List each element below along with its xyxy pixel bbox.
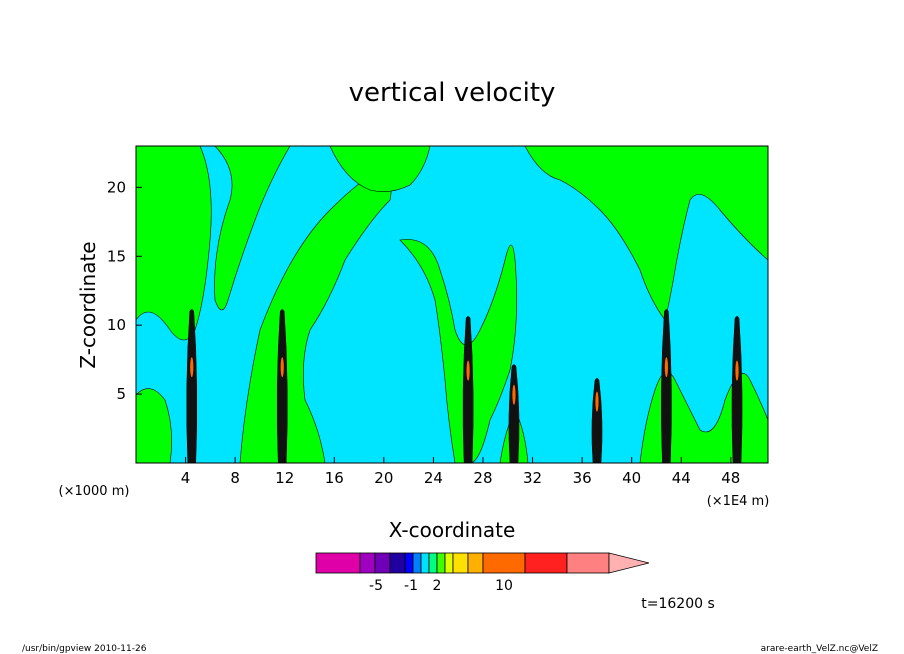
- colorbar-label: 2: [433, 578, 442, 594]
- colorbar-bin: [467, 552, 484, 574]
- region-upper-center: [329, 146, 431, 192]
- colorbar-bin: [404, 552, 414, 574]
- colorbar-bin: [444, 552, 454, 574]
- region-left: [136, 146, 212, 341]
- x-tick-label: 8: [230, 469, 240, 487]
- updraft-core: [731, 316, 743, 463]
- region-left-upper-strip: [214, 146, 291, 311]
- footer-left: /usr/bin/gpview 2010-11-26: [22, 644, 147, 654]
- x-tick-label: 4: [181, 469, 191, 487]
- core-center: [280, 357, 284, 378]
- x-tick-label: 44: [672, 469, 691, 487]
- core-center: [595, 391, 599, 412]
- updraft-core: [508, 364, 520, 463]
- x-tick-label: 32: [523, 469, 542, 487]
- time-label: t=16200 s: [641, 596, 715, 612]
- colorbar-bin: [452, 552, 469, 574]
- x-tick-label: 20: [374, 469, 393, 487]
- x-axis-label: X-coordinate: [389, 518, 516, 542]
- x-unit-right: (×1E4 m): [707, 494, 770, 509]
- region-left-lower: [136, 388, 172, 463]
- chart-title: vertical velocity: [349, 78, 556, 108]
- colorbar-bin: [420, 552, 430, 574]
- region-center-strip: [399, 239, 517, 463]
- plot-area: [135, 145, 769, 464]
- y-tick-label: 10: [107, 316, 126, 334]
- x-tick-label: 36: [573, 469, 592, 487]
- colorbar-label: -5: [369, 578, 383, 594]
- core-shape: [186, 309, 198, 463]
- core-shape: [276, 309, 288, 463]
- colorbar-bin: [428, 552, 438, 574]
- core-center: [512, 384, 516, 405]
- updraft-core: [591, 378, 603, 463]
- colorbar-bin: [482, 552, 526, 574]
- colorbar-bin: [389, 552, 406, 574]
- x-tick-label: 16: [325, 469, 344, 487]
- core-shape: [661, 309, 672, 463]
- y-tick-label: 5: [116, 385, 126, 403]
- colorbar-bin: [412, 552, 422, 574]
- core-center: [466, 360, 470, 381]
- x-axis: 4 8 12 16 20 24 28 32 36 40 44 48: [181, 457, 740, 487]
- updraft-core: [462, 316, 474, 463]
- core-shape: [508, 364, 520, 463]
- core-center: [735, 360, 739, 381]
- x-tick-label: 24: [424, 469, 443, 487]
- y-tick-label: 20: [107, 178, 126, 196]
- colorbar-bin: [374, 552, 391, 574]
- core-shape: [591, 378, 603, 463]
- x-unit-left: (×1000 m): [59, 484, 130, 499]
- colorbar-bin: [315, 552, 361, 574]
- colorbar-bin: [436, 552, 446, 574]
- updraft-core: [186, 309, 198, 463]
- y-axis-label: Z-coordinate: [76, 241, 100, 368]
- y-tick-label: 15: [107, 247, 126, 265]
- core-center: [190, 357, 194, 378]
- core-shape: [462, 316, 474, 463]
- colorbar-arrow: [608, 552, 650, 574]
- colorbar-bin: [524, 552, 568, 574]
- x-tick-label: 12: [275, 469, 294, 487]
- colorbar: -5 -1 2 10: [315, 552, 650, 594]
- updraft-cores: [186, 309, 743, 463]
- core-shape: [731, 316, 743, 463]
- core-center: [664, 357, 668, 378]
- x-tick-label: 48: [721, 469, 740, 487]
- colorbar-label: 10: [495, 578, 513, 594]
- x-tick-label: 28: [473, 469, 492, 487]
- plot-frame: [135, 145, 769, 464]
- updraft-core: [661, 309, 672, 463]
- colorbar-bin: [359, 552, 376, 574]
- colorbar-label: -1: [404, 578, 418, 594]
- y-axis: 5 10 15 20: [107, 178, 142, 403]
- updraft-core: [276, 309, 288, 463]
- footer-right: arare-earth_VelZ.nc@VelZ: [761, 644, 878, 654]
- colorbar-bin: [566, 552, 610, 574]
- x-tick-label: 40: [622, 469, 641, 487]
